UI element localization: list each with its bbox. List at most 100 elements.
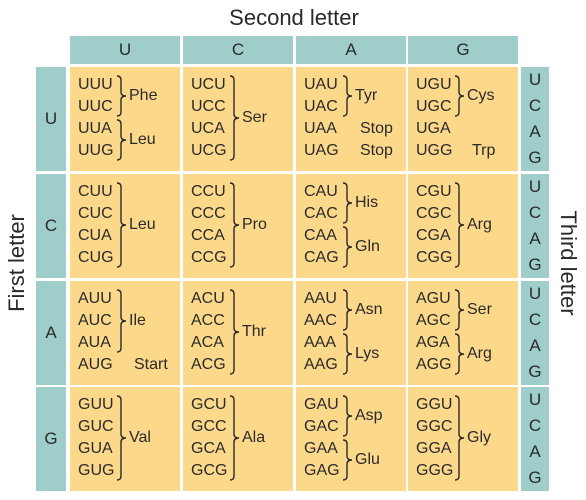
- brace-icon: [342, 226, 354, 268]
- amino-acid-label: Val: [129, 429, 151, 446]
- third-letter-u: U: [528, 70, 542, 89]
- codon-cell: GGU GGC GGA GGG Gly: [408, 387, 518, 491]
- codon: CCA: [191, 227, 225, 244]
- brace-icon: [454, 75, 466, 117]
- codon: AAA: [304, 334, 337, 351]
- codon: CCC: [191, 205, 226, 222]
- codon: AAU: [304, 290, 337, 307]
- codon: AUG: [78, 356, 113, 373]
- codon-cell: AUU AUC AUA AUG Ile Start: [70, 281, 180, 385]
- third-letter-u: U: [528, 177, 542, 196]
- codon: CAU: [304, 183, 338, 200]
- brace-icon: [342, 75, 354, 117]
- third-letter-a: A: [529, 442, 541, 461]
- brace-icon: [229, 182, 241, 268]
- codon-cell: CAU CAC CAA CAG His Gln: [296, 174, 406, 278]
- brace-icon: [454, 333, 466, 375]
- first-letter-a: A: [36, 281, 66, 385]
- brace-icon: [454, 289, 466, 331]
- first-letter-title: First letter: [4, 214, 29, 312]
- codon-cell: CCU CCC CCA CCG Pro: [183, 174, 293, 278]
- codon: UCU: [191, 76, 226, 93]
- third-letter-a: A: [529, 336, 541, 355]
- codon: UGG: [416, 142, 453, 159]
- amino-acid-label: Ile: [129, 312, 146, 329]
- third-letter-a: A: [529, 229, 541, 248]
- codon: GAU: [304, 396, 339, 413]
- brace-icon: [116, 75, 128, 117]
- amino-acid-label: Leu: [129, 216, 156, 233]
- brace-icon: [342, 439, 354, 481]
- third-letter-u: U: [528, 390, 542, 409]
- codon: UCA: [191, 120, 225, 137]
- codon-cell: GUU GUC GUA GUG Val: [70, 387, 180, 491]
- amino-acid-label: Thr: [242, 323, 266, 340]
- amino-acid-label: Leu: [129, 131, 156, 148]
- codon: ACG: [191, 356, 226, 373]
- third-letter-c: C: [528, 96, 542, 115]
- amino-acid-label: Cys: [467, 87, 495, 104]
- codon: AAG: [304, 356, 338, 373]
- codon: GGA: [416, 440, 452, 457]
- brace-icon: [342, 289, 354, 331]
- second-letter-title: Second letter: [229, 5, 359, 30]
- codon: CGC: [416, 205, 452, 222]
- codon: UUA: [78, 120, 112, 137]
- codon: CGU: [416, 183, 452, 200]
- codon: CGG: [416, 249, 453, 266]
- codon: CCU: [191, 183, 226, 200]
- amino-acid-label: Ser: [242, 109, 267, 126]
- codon: AGG: [416, 356, 452, 373]
- third-letter-c: C: [528, 203, 542, 222]
- brace-icon: [229, 289, 241, 375]
- brace-icon: [342, 182, 354, 224]
- amino-acid-label: Arg: [467, 345, 492, 362]
- codon: CAA: [304, 227, 337, 244]
- first-letter-c: C: [36, 174, 66, 278]
- codon: AGC: [416, 312, 451, 329]
- codon-cell: AAU AAC AAA AAG Asn Lys: [296, 281, 406, 385]
- amino-acid-label: Gly: [467, 429, 491, 446]
- codon-cell: CGU CGC CGA CGG Arg: [408, 174, 518, 278]
- codon-cell: ACU ACC ACA ACG Thr: [183, 281, 293, 385]
- brace-icon: [454, 182, 466, 268]
- codon: UGA: [416, 120, 451, 137]
- codon: ACC: [191, 312, 225, 329]
- codon: CUA: [78, 227, 112, 244]
- codon-cell: UAU UAC UAA UAG Tyr Stop Stop: [296, 67, 406, 171]
- codon: GUA: [78, 440, 113, 457]
- amino-acid-label: Start: [134, 356, 168, 373]
- codon: AUA: [78, 334, 111, 351]
- codon: ACA: [191, 334, 224, 351]
- codon: UUG: [78, 142, 114, 159]
- codon-cell: AGU AGC AGA AGG Ser Arg: [408, 281, 518, 385]
- second-letter-a: A: [296, 36, 406, 64]
- codon: GCA: [191, 440, 226, 457]
- third-letter-c: C: [528, 310, 542, 329]
- amino-acid-label: Ser: [467, 301, 492, 318]
- codon: CUG: [78, 249, 114, 266]
- third-letter-g: G: [528, 468, 542, 487]
- codon: GAG: [304, 462, 340, 479]
- codon: GUU: [78, 396, 114, 413]
- codon-cell: UUU UUC UUA UUG Phe Leu: [70, 67, 180, 171]
- codon: UAU: [304, 76, 338, 93]
- codon: UUU: [78, 76, 113, 93]
- amino-acid-label: Tyr: [355, 87, 378, 104]
- amino-acid-label: Gln: [355, 238, 380, 255]
- codon: UGC: [416, 98, 452, 115]
- brace-icon: [454, 395, 466, 481]
- amino-acid-label: His: [355, 194, 379, 211]
- amino-acid-label: Phe: [129, 87, 158, 104]
- codon: UUC: [78, 98, 113, 115]
- brace-icon: [116, 289, 128, 353]
- brace-icon: [116, 119, 128, 161]
- codon: GAA: [304, 440, 338, 457]
- first-letter-g: G: [36, 387, 66, 491]
- second-letter-c: C: [183, 36, 293, 64]
- codon: GAC: [304, 418, 339, 435]
- codon: AAC: [304, 312, 337, 329]
- amino-acid-label: Trp: [472, 142, 496, 159]
